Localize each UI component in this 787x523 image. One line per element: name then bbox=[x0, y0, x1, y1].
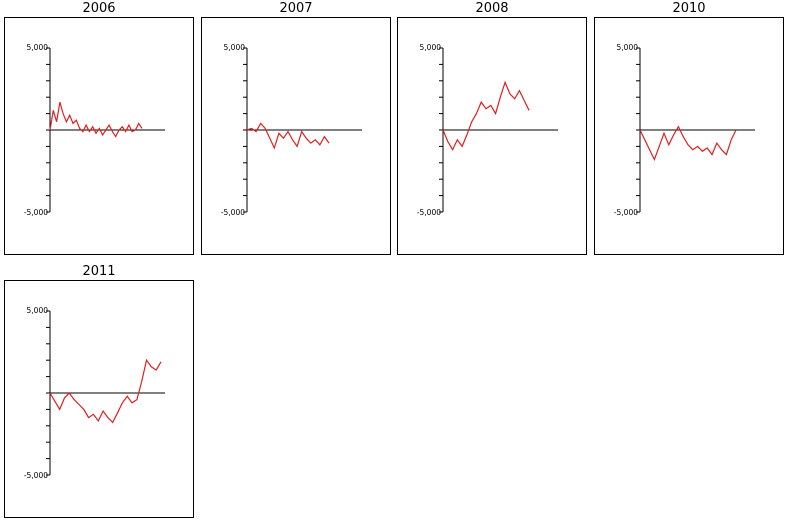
y-tick-label-bottom: -5,000 bbox=[221, 208, 245, 217]
chart-svg: 5,000 -5,000 bbox=[614, 43, 755, 217]
panel-title: 2010 bbox=[672, 1, 706, 16]
chart-svg: 5,000 -5,000 bbox=[24, 43, 165, 217]
chart-frame bbox=[397, 17, 587, 255]
y-tick-label-top: 5,000 bbox=[27, 306, 49, 315]
y-tick-label-bottom: -5,000 bbox=[417, 208, 441, 217]
y-tick-label-bottom: -5,000 bbox=[614, 208, 638, 217]
panel-title: 2006 bbox=[82, 1, 116, 16]
chart-panel: 2006 5,000 -5,000 bbox=[4, 0, 194, 256]
series-line bbox=[442, 80, 530, 151]
chart-svg: 5,000 -5,000 bbox=[24, 306, 165, 480]
y-tick-label-top: 5,000 bbox=[617, 43, 639, 52]
chart-svg: 5,000 -5,000 bbox=[221, 43, 362, 217]
y-tick-label-top: 5,000 bbox=[27, 43, 49, 52]
chart-frame bbox=[4, 280, 194, 518]
series-line bbox=[49, 101, 143, 138]
chart-panel: 2010 5,000 -5,000 bbox=[594, 0, 784, 256]
chart-panel: 2008 5,000 -5,000 bbox=[397, 0, 587, 256]
series-line bbox=[639, 125, 737, 162]
panel-title: 2011 bbox=[82, 264, 116, 279]
y-tick-label-bottom: -5,000 bbox=[24, 208, 48, 217]
chart-panel: 2007 5,000 -5,000 bbox=[201, 0, 391, 256]
chart-frame bbox=[201, 17, 391, 255]
y-tick-label-bottom: -5,000 bbox=[24, 471, 48, 480]
chart-frame bbox=[594, 17, 784, 255]
chart-panel: 2011 5,000 -5,000 bbox=[4, 263, 194, 519]
y-tick-label-top: 5,000 bbox=[224, 43, 246, 52]
chart-frame bbox=[4, 17, 194, 255]
panel-title: 2007 bbox=[279, 1, 313, 16]
series-line bbox=[49, 358, 162, 424]
panel-title: 2008 bbox=[475, 1, 509, 16]
series-line bbox=[246, 122, 330, 150]
y-tick-label-top: 5,000 bbox=[420, 43, 442, 52]
chart-svg: 5,000 -5,000 bbox=[417, 43, 558, 217]
